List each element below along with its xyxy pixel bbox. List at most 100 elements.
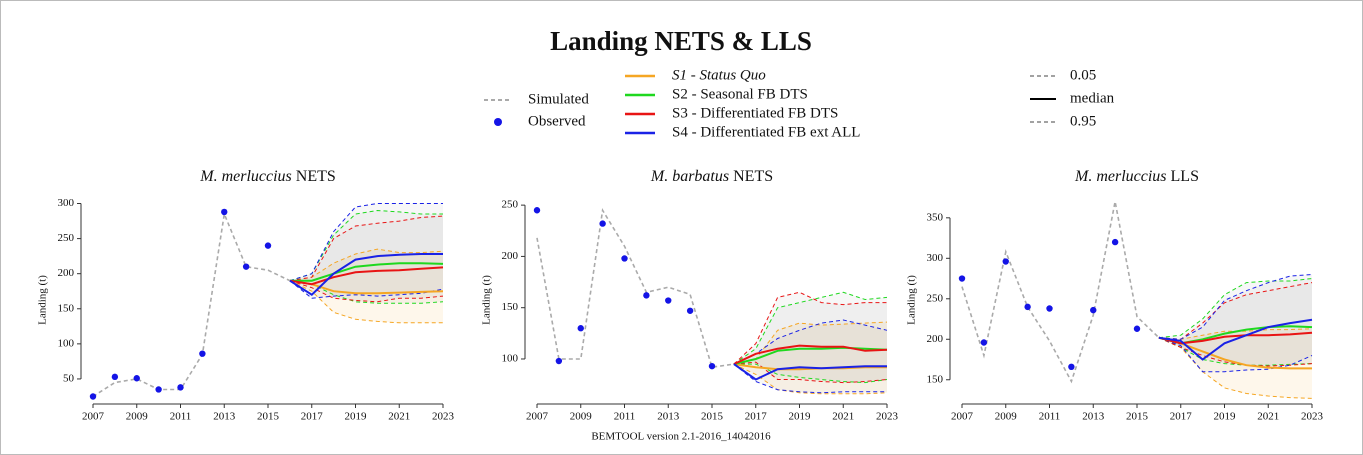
y-tick-label: 50 [63,372,75,384]
quantile-line [1158,282,1313,340]
observed-point [221,208,228,216]
x-tick-label: 2021 [388,411,410,423]
footer: BEMTOOL version 2.1-2016_14042016 [591,431,771,443]
x-tick-label: 2007 [82,411,105,423]
y-tick-label: 100 [502,353,519,365]
quantile-line [289,203,443,282]
panel-title-species: M. barbatus [650,168,729,185]
y-tick-label: 150 [502,301,519,313]
legend-quantile: median [1070,90,1115,106]
band-fill [1158,278,1312,366]
quantile-line [289,280,444,304]
quantile-line [733,321,888,365]
panel: M. barbatus NETS Landing (t) 100 150 200 250 2… [481,168,899,423]
observed-point [111,373,119,381]
figure-title: Landing NETS & LLS [550,26,812,56]
band-fill [1158,274,1312,372]
x-tick-label: 2023 [876,411,899,423]
band-fill [289,216,443,302]
y-tick-label: 300 [58,197,75,209]
panel: M. merluccius LLS Landing (t) 150 200 250 300… [906,168,1324,423]
legend-scenario: S2 - Seasonal FB DTS [672,86,808,102]
quantile-line [1158,337,1313,373]
x-tick-label: 2013 [657,411,680,423]
quantile-line [733,291,888,365]
legend-quantile: 0.05 [1070,67,1096,83]
y-axis-label: Landing (t) [481,275,493,325]
band-fill [1158,282,1312,366]
band-fill [289,249,443,323]
x-tick-label: 2015 [257,411,280,423]
simulated-line [92,211,291,398]
observed-point [621,255,628,262]
observed-point [177,384,184,391]
x-tick-label: 2009 [126,411,149,423]
x-tick-label: 2017 [745,411,768,423]
observed-point [1090,306,1097,314]
quantile-line [289,280,444,299]
quantile-line [1158,337,1313,399]
legend-simulated: Simulated [528,91,589,107]
legend-scenario: S4 - Differentiated FB ext ALL [672,124,860,140]
x-tick-label: 2013 [213,411,236,423]
panel-title-species: M. merluccius [199,168,292,185]
x-tick-label: 2011 [614,411,636,423]
y-tick-label: 150 [58,302,75,314]
observed-point [133,375,140,382]
y-tick-label: 200 [927,333,944,345]
median-line [289,266,444,286]
median-line [733,363,887,381]
y-axis-label: Landing (t) [37,275,49,325]
legend-scenario: S1 - Status Quo [672,67,766,83]
observed-point [686,307,694,314]
panel-title-fleet: NETS [296,168,336,185]
panel-title: M. merluccius LLS [1074,168,1199,185]
band-fill [733,322,887,394]
quantile-line [1158,274,1313,340]
observed-point [577,325,584,332]
x-tick-label: 2009 [995,411,1018,423]
x-tick-label: 2011 [170,411,192,423]
observed-point [1111,238,1119,246]
y-axis-label: Landing (t) [906,275,918,325]
observed-point [1133,325,1141,332]
x-tick-label: 2015 [701,411,724,423]
observed-point [643,292,650,299]
observed-point [1068,363,1075,371]
observed-point [89,393,97,400]
legend-scenario: S3 - Differentiated FB DTS [672,105,838,121]
band-fill [733,292,887,383]
median-line [733,346,888,366]
observed-point [242,263,250,270]
x-tick-label: 2023 [1301,411,1324,423]
observed-point [665,297,672,304]
quantile-line [289,215,444,282]
observed-point [599,220,606,227]
x-tick-label: 2013 [1082,411,1105,423]
quantile-line [289,248,444,282]
panel: M. merluccius NETS Landing (t) 50 100 150 200… [37,168,455,423]
y-tick-label: 350 [927,211,944,223]
x-tick-label: 2019 [345,411,368,423]
panel-title: M. merluccius NETS [199,168,336,185]
x-tick-label: 2015 [1126,411,1149,423]
legend-observed-swatch [494,118,502,126]
observed-point [533,207,541,214]
observed-point [980,339,988,346]
observed-point [199,350,206,357]
median-line [289,279,444,295]
x-tick-label: 2011 [1039,411,1061,423]
panel-title-species: M. merluccius [1074,168,1167,185]
x-tick-label: 2009 [570,411,593,423]
median-line [733,344,888,366]
simulated-line [536,207,735,369]
observed-point [264,242,272,249]
quantile-line [733,291,887,365]
panel-title: M. barbatus NETS [650,168,773,185]
observed-point [1024,303,1031,311]
legend-quantile: 0.95 [1070,113,1096,129]
x-tick-label: 2021 [1257,411,1279,423]
quantile-line [733,319,888,365]
